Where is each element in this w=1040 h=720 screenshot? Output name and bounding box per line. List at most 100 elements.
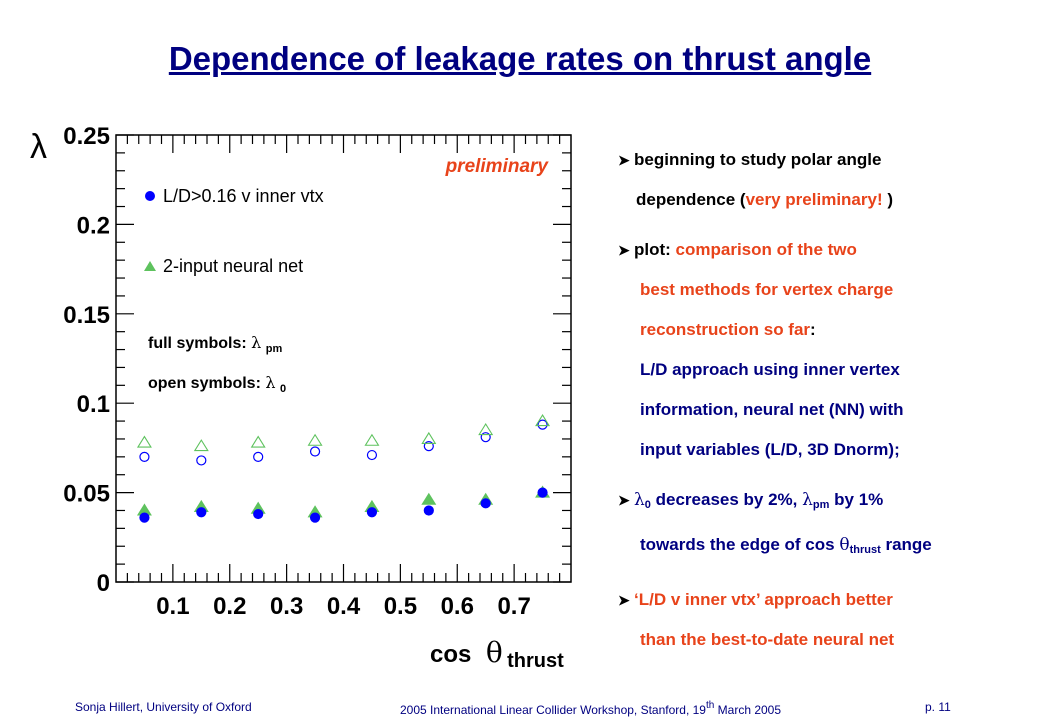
x-tick-label: 0.7 [497, 593, 530, 620]
footer-page-number: p. 11 [925, 700, 951, 714]
lambda-symbol: λ [634, 490, 645, 510]
y-tick-label: 0.2 [77, 212, 110, 239]
y-tick-label: 0.15 [63, 302, 110, 329]
x-axis-label: cos θ thrust [430, 636, 564, 672]
triangle-point-full [421, 492, 437, 505]
x-tick-label: 0.6 [441, 593, 474, 620]
x-axis-label-symbol: θ [486, 636, 503, 669]
bullet-1-line-2: dependence (very preliminary! ) [618, 180, 1028, 220]
scatter-chart: 0 0.05 0.1 0.15 0.2 0.25 0.1 0.2 0.3 0.4 0.5 0.6 0.… [30, 123, 572, 672]
circle-point-full [366, 507, 378, 518]
x-tick-label: 0.5 [384, 593, 417, 620]
bullet-text: by 1% [829, 490, 884, 509]
footer-event-sup: th [705, 700, 715, 711]
lambda-symbol: λ [802, 490, 813, 510]
triangle-point-open [478, 422, 494, 436]
bullet-2-line-4: L/D approach using inner vertex [640, 360, 900, 379]
lambda-sub: 0 [644, 499, 651, 511]
circle-point-open [366, 449, 378, 461]
bullet-2-line-2: best methods for vertex charge [640, 280, 894, 299]
circle-point-full [309, 512, 321, 523]
bullet-text-highlight: reconstruction so far [640, 320, 811, 339]
circle-point-full [139, 512, 150, 523]
arrow-bullet-icon: ➤ [618, 492, 630, 508]
footer-event: 2005 International Linear Collider Works… [400, 700, 781, 717]
note-sub: pm [266, 343, 283, 355]
bullet-2-line-3: reconstruction so far: [618, 310, 1028, 350]
circle-point-open [537, 419, 548, 430]
circle-point-open [139, 451, 150, 462]
footer-author: Sonja Hillert, University of Oxford [75, 700, 252, 714]
y-tick-label: 0.25 [63, 123, 110, 150]
slide-title: Dependence of leakage rates on thrust an… [168, 40, 872, 77]
x-tick-label: 0.3 [270, 593, 303, 620]
bullet-text: beginning to study polar angle [634, 150, 882, 169]
y-tick-label: 0.05 [63, 481, 110, 508]
circle-point-full [196, 507, 207, 518]
bullet-text: decreases by 2%, [650, 490, 803, 509]
bullet-text: dependence ( [636, 190, 746, 209]
bullet-text-highlight: very preliminary! [745, 190, 883, 209]
bullet-3: ➤ λ0 decreases by 2%, λpm by 1% [618, 480, 1028, 525]
bullet-text-highlight: comparison of the two [675, 240, 857, 259]
x-tick-label: 0.4 [327, 593, 361, 620]
arrow-bullet-icon: ➤ [618, 592, 630, 608]
legend-circle-marker [145, 191, 155, 201]
note-symbol: λ [251, 333, 261, 352]
circle-point-open [309, 446, 321, 457]
bullet-text: : [810, 320, 816, 339]
note-sub: 0 [280, 383, 286, 395]
x-tick-label: 0.1 [156, 593, 189, 620]
data-points [136, 414, 551, 523]
circle-point-full [253, 508, 264, 520]
triangle-point-open [535, 414, 551, 427]
y-tick-label: 0 [97, 570, 110, 597]
bullet-2-line-5: information, neural net (NN) with [640, 400, 904, 419]
y-axis-label: λ [30, 128, 47, 166]
legend: L/D>0.16 v inner vtx 2-input neural net [144, 186, 324, 276]
bullet-text: ) [882, 190, 893, 209]
bullet-2-line-6: input variables (L/D, 3D Dnorm); [640, 440, 900, 459]
circle-point-full [423, 505, 434, 516]
triangle-point-open [193, 439, 209, 452]
bullet-text: plot: [634, 240, 676, 259]
legend-triangle-marker [144, 261, 156, 271]
legend-entry-label: L/D>0.16 v inner vtx [163, 186, 324, 206]
triangle-point-open [421, 431, 437, 445]
legend-entry-label: 2-input neural net [163, 256, 303, 276]
triangle-point-open [307, 433, 323, 446]
x-axis-label-sub: thrust [507, 650, 564, 672]
circle-point-full [537, 487, 548, 498]
bullet-text: towards the edge of cos [640, 535, 840, 554]
theta-sub: thrust [849, 544, 881, 556]
x-tick-labels: 0.1 0.2 0.3 0.4 0.5 0.6 0.7 [156, 593, 531, 620]
triangle-point-open [136, 435, 152, 448]
bullet-1: ➤ beginning to study polar angle [618, 140, 1028, 180]
note-full-symbols: full symbols: λ pm [148, 333, 282, 355]
footer-event-text: 2005 International Linear Collider Works… [400, 703, 706, 717]
lambda-sub: pm [812, 499, 830, 511]
x-tick-label: 0.2 [213, 593, 246, 620]
bullet-list: ➤ beginning to study polar angle dependen… [618, 140, 1028, 660]
arrow-bullet-icon: ➤ [618, 152, 630, 168]
preliminary-annotation: preliminary [445, 156, 550, 177]
note-open-symbols: open symbols: λ 0 [148, 373, 286, 395]
arrow-bullet-icon: ➤ [618, 242, 630, 258]
triangle-point-open [364, 433, 380, 446]
triangle-point-open [250, 435, 266, 448]
circle-point-open [480, 432, 491, 443]
bullet-text: range [880, 535, 932, 554]
circle-point-open [253, 451, 264, 462]
footer-event-text: March 2005 [714, 703, 782, 717]
bullet-2: ➤ plot: comparison of the two [618, 230, 1028, 270]
x-axis-label-main: cos [430, 641, 471, 668]
note-text: open symbols: [148, 375, 265, 392]
note-symbol: λ [265, 373, 275, 392]
circle-point-full [480, 498, 491, 509]
bullet-4-line-2: than the best-to-date neural net [640, 630, 895, 649]
theta-symbol: θ [839, 535, 850, 555]
bullet-3-line-2: towards the edge of cos θthrust range [618, 525, 1028, 570]
note-text: full symbols: [148, 335, 251, 352]
axis-ticks [116, 134, 571, 583]
bullet-4: ➤ ‘L/D v inner vtx’ approach better [618, 580, 1028, 620]
